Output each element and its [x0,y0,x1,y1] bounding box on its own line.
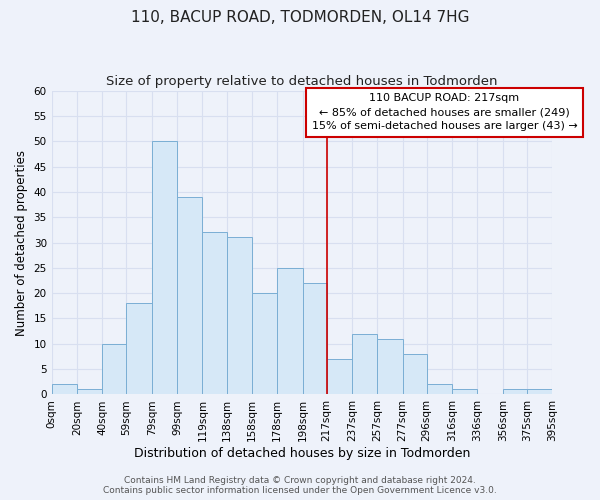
Title: Size of property relative to detached houses in Todmorden: Size of property relative to detached ho… [106,75,497,88]
Bar [152,141,177,395]
Bar [527,390,552,394]
Bar [352,334,377,394]
Bar [103,344,127,395]
Bar [377,338,403,394]
Bar [302,283,326,395]
Bar [52,384,77,394]
X-axis label: Distribution of detached houses by size in Todmorden: Distribution of detached houses by size … [134,447,470,460]
Text: 110 BACUP ROAD: 217sqm
← 85% of detached houses are smaller (249)
15% of semi-de: 110 BACUP ROAD: 217sqm ← 85% of detached… [311,93,577,131]
Bar [127,304,152,394]
Bar [227,238,252,394]
Bar [177,197,202,394]
Bar [252,293,277,394]
Bar [403,354,427,395]
Text: 110, BACUP ROAD, TODMORDEN, OL14 7HG: 110, BACUP ROAD, TODMORDEN, OL14 7HG [131,10,469,25]
Bar [427,384,452,394]
Bar [452,390,478,394]
Y-axis label: Number of detached properties: Number of detached properties [15,150,28,336]
Bar [326,359,352,394]
Bar [277,268,302,394]
Text: Contains HM Land Registry data © Crown copyright and database right 2024.
Contai: Contains HM Land Registry data © Crown c… [103,476,497,495]
Bar [202,232,227,394]
Bar [503,390,527,394]
Bar [77,390,103,394]
